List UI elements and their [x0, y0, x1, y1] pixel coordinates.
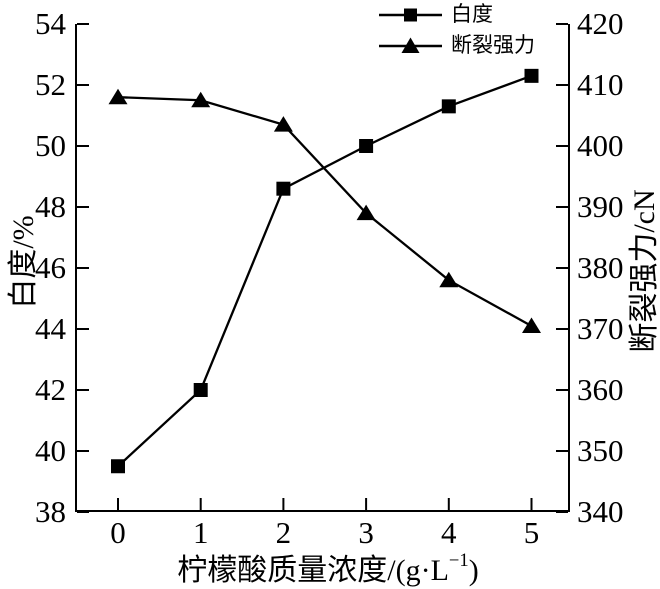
triangle-marker	[191, 91, 211, 108]
tick-label: 340	[577, 494, 624, 529]
tick-label: 48	[35, 189, 66, 224]
triangle-marker	[522, 317, 541, 333]
square-marker	[524, 68, 539, 83]
square-marker	[193, 383, 208, 397]
triangle-marker	[273, 116, 293, 132]
tick-label: 410	[577, 67, 624, 102]
square-marker	[111, 459, 125, 474]
legend-label-strength: 断裂强力	[451, 33, 535, 57]
tick-label: 5	[523, 515, 540, 550]
x-axis-title-close: )	[468, 554, 479, 587]
tick-label: 38	[35, 494, 66, 529]
tick-label: 390	[577, 189, 624, 224]
right-axis-title: 断裂强力/cN	[628, 189, 660, 353]
tick-label: 4	[441, 515, 457, 550]
legend-item-whiteness: 白度	[379, 0, 535, 30]
series-line-0	[117, 74, 532, 468]
tick-label: 400	[577, 128, 624, 163]
triangle-marker	[108, 88, 128, 105]
square-marker	[359, 139, 374, 153]
tick-label: 50	[35, 128, 66, 163]
tick-label: 350	[577, 433, 624, 468]
tick-label: 42	[35, 372, 66, 407]
tick-label: 44	[35, 311, 66, 346]
legend-item-strength: 断裂强力	[379, 30, 535, 61]
legend-triangle-marker-icon	[379, 37, 442, 53]
square-marker	[276, 181, 291, 196]
tick-label: 52	[35, 67, 66, 102]
square-marker	[441, 99, 456, 114]
series-line-1	[117, 96, 533, 327]
tick-label: 360	[577, 372, 624, 407]
tick-label: 420	[577, 6, 624, 41]
legend-label-whiteness: 白度	[451, 2, 493, 26]
tick-label: 380	[577, 250, 624, 285]
x-axis-title-text: 柠檬酸质量浓度/(g·L	[177, 554, 449, 587]
plot-area	[75, 23, 570, 513]
tick-label: 46	[35, 250, 66, 285]
tick-label: 2	[275, 515, 292, 550]
tick-label: 1	[192, 515, 209, 550]
tick-label: 3	[358, 515, 374, 550]
tick-label: 40	[35, 433, 66, 468]
triangle-marker	[356, 204, 376, 221]
x-axis-title-superscript: −1	[448, 550, 469, 572]
left-axis-title: 白度/%	[7, 215, 40, 309]
legend: 白度 断裂强力	[379, 0, 535, 61]
legend-square-marker-icon	[379, 8, 442, 21]
x-axis-title: 柠檬酸质量浓度/(g·L−1)	[177, 545, 478, 589]
tick-label: 0	[110, 515, 126, 550]
tick-label: 370	[577, 311, 624, 346]
triangle-marker	[439, 271, 459, 288]
tick-label: 54	[35, 6, 66, 41]
